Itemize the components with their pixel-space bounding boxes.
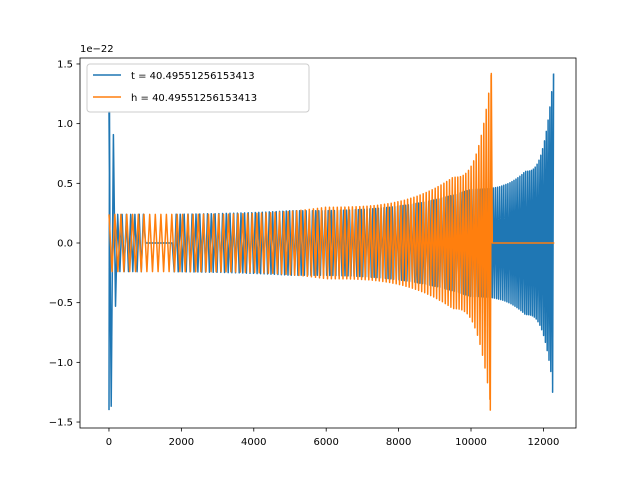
x-tick-label: 4000 — [241, 437, 266, 448]
y-tick-label: 0.0 — [57, 239, 73, 250]
x-tick-label: 0 — [106, 437, 112, 448]
y-tick-label: 0.5 — [57, 179, 73, 190]
x-tick-label: 2000 — [169, 437, 194, 448]
legend-frame — [86, 63, 310, 113]
plot-area — [108, 72, 555, 411]
y-axis: −1.5 −1.0 −0.5 0.0 0.5 1.0 1.5 — [49, 59, 80, 429]
x-tick-label: 6000 — [313, 437, 338, 448]
series-layer — [108, 72, 555, 411]
legend-label-t: t = 40.49551256153413 — [131, 71, 255, 82]
series-line-h — [108, 72, 555, 411]
x-tick-label: 12000 — [528, 437, 560, 448]
y-tick-label: −1.0 — [49, 358, 73, 369]
legend: t = 40.49551256153413 h = 40.49551256153… — [86, 63, 310, 113]
legend-label-h: h = 40.49551256153413 — [131, 93, 257, 104]
y-tick-label: −0.5 — [49, 298, 73, 309]
x-tick-label: 10000 — [455, 437, 487, 448]
x-axis: 0 2000 4000 6000 8000 10000 12000 — [106, 428, 560, 448]
y-tick-label: −1.5 — [49, 418, 73, 429]
y-tick-label: 1.5 — [57, 59, 73, 70]
y-offset-text: 1e−22 — [80, 44, 114, 55]
x-tick-label: 8000 — [386, 437, 411, 448]
y-tick-label: 1.0 — [57, 119, 73, 130]
